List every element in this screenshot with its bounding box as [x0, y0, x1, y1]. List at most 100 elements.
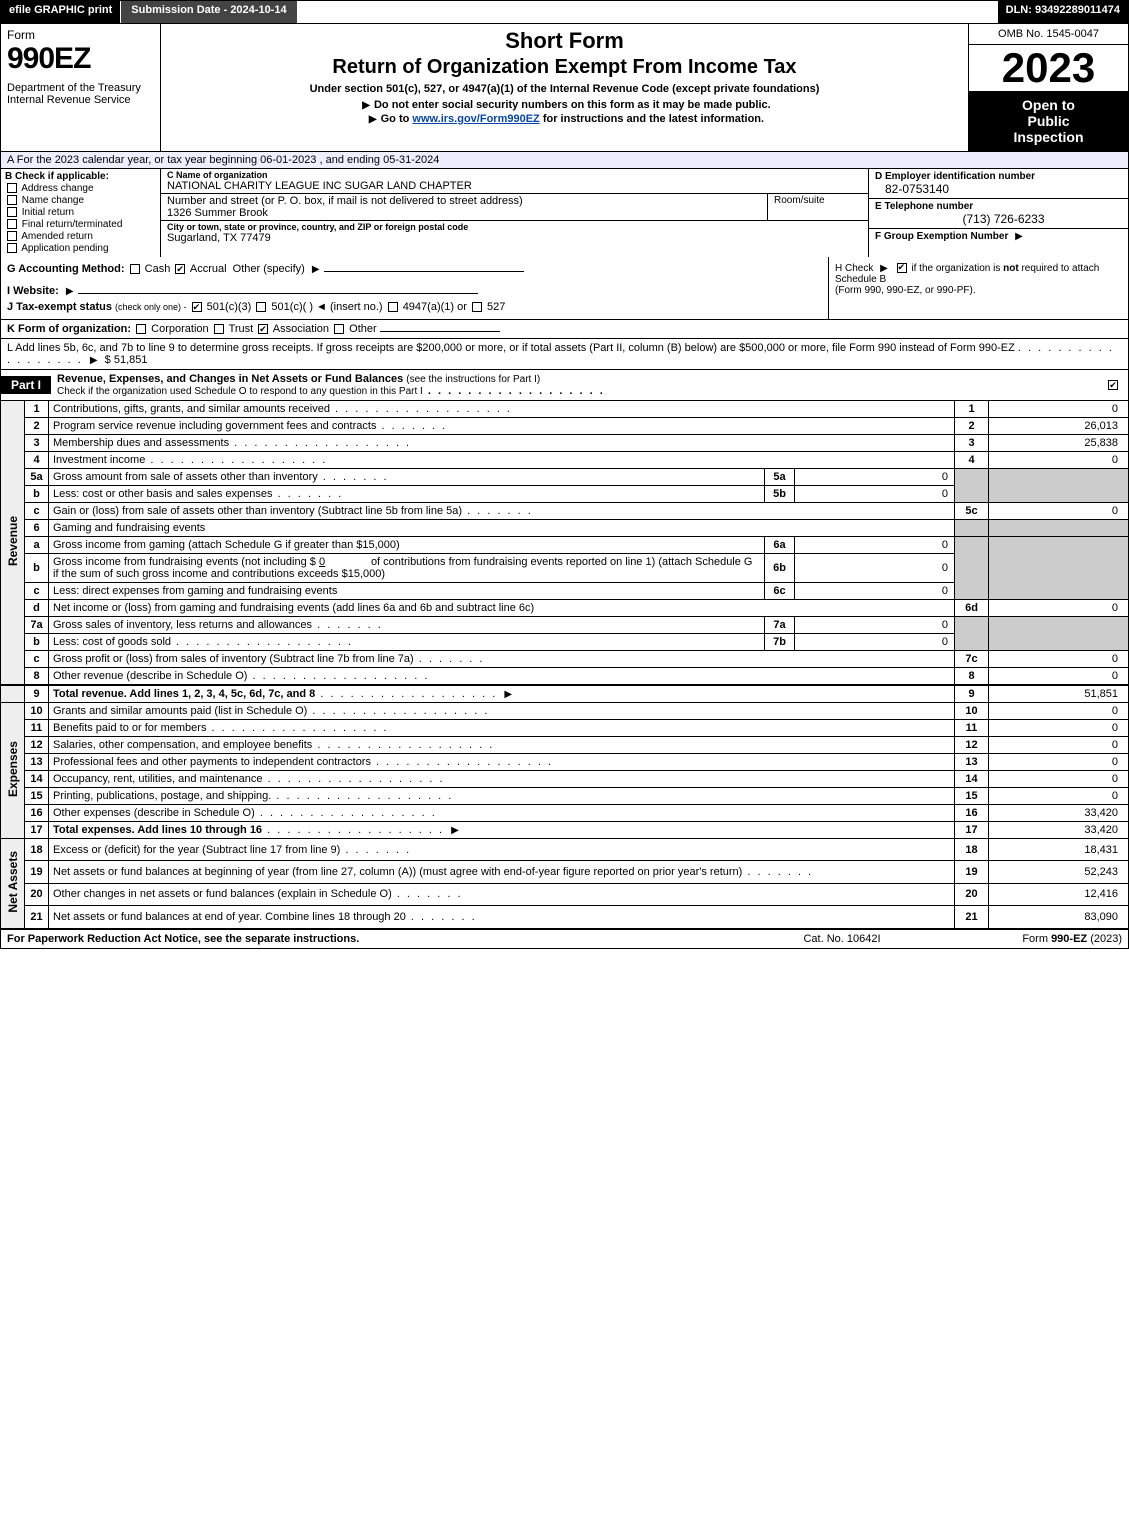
opt-501c: 501(c)( )	[271, 301, 313, 313]
ln5ab-shade	[955, 469, 989, 503]
ln11-box: 11	[955, 720, 989, 737]
ln6a-subno: 6a	[765, 537, 795, 554]
side-netassets: Net Assets	[1, 839, 25, 929]
ln17-num: 17	[25, 822, 49, 839]
ln5c-num: c	[25, 503, 49, 520]
ln17-box: 17	[955, 822, 989, 839]
chk-4947[interactable]	[388, 302, 398, 312]
chk-cash[interactable]	[130, 264, 140, 274]
chk-amended-return[interactable]: Amended return	[5, 231, 156, 242]
section-l-text: L Add lines 5b, 6c, and 7b to line 9 to …	[7, 342, 1015, 354]
ln2-desc: Program service revenue including govern…	[49, 418, 955, 435]
ln7b-subno: 7b	[765, 634, 795, 651]
chk-application-pending[interactable]: Application pending	[5, 243, 156, 254]
opt-4947: 4947(a)(1) or	[403, 301, 467, 313]
ln14-val: 0	[989, 771, 1129, 788]
city-label: City or town, state or province, country…	[167, 222, 862, 232]
irs-label: Internal Revenue Service	[7, 94, 154, 106]
ln6b-amt: 0	[319, 556, 325, 568]
efile-label[interactable]: efile GRAPHIC print	[1, 1, 120, 23]
insert-no: (insert no.)	[330, 301, 383, 313]
chk-other-org[interactable]	[334, 324, 344, 334]
accrual-label: Accrual	[190, 263, 227, 275]
gross-receipts-amount: $ 51,851	[105, 354, 148, 366]
ln4-box: 4	[955, 452, 989, 469]
side-expenses: Expenses	[1, 703, 25, 839]
part1-badge: Part I	[1, 376, 51, 394]
ln18-val: 18,431	[989, 839, 1129, 861]
chk-501c3[interactable]	[192, 302, 202, 312]
chk-accrual[interactable]	[175, 264, 185, 274]
open-line2: Public	[973, 113, 1124, 129]
room-suite-label: Room/suite	[768, 194, 868, 220]
ln12-desc: Salaries, other compensation, and employ…	[49, 737, 955, 754]
h-text1: H Check	[835, 263, 876, 274]
ln5c-val: 0	[989, 503, 1129, 520]
ln20-num: 20	[25, 883, 49, 905]
chk-schedule-b-not-required[interactable]	[897, 263, 907, 273]
ln6abc-shade	[955, 537, 989, 600]
opt-501c3: 501(c)(3)	[207, 301, 252, 313]
chk-name-change[interactable]: Name change	[5, 195, 156, 206]
ln6b-desc: Gross income from fundraising events (no…	[49, 554, 765, 583]
opt-assoc: Association	[273, 323, 329, 335]
form-header: Form 990EZ Department of the Treasury In…	[0, 24, 1129, 152]
goto-pre: Go to	[381, 113, 413, 125]
ln12-val: 0	[989, 737, 1129, 754]
ln13-box: 13	[955, 754, 989, 771]
ln3-desc: Membership dues and assessments	[49, 435, 955, 452]
ln5c-desc: Gain or (loss) from sale of assets other…	[49, 503, 955, 520]
ln21-val: 83,090	[989, 906, 1129, 928]
ln18-desc: Excess or (deficit) for the year (Subtra…	[49, 839, 955, 861]
chk-address-change[interactable]: Address change	[5, 183, 156, 194]
chk-527[interactable]	[472, 302, 482, 312]
paperwork-notice: For Paperwork Reduction Act Notice, see …	[7, 933, 742, 945]
ln6d-val: 0	[989, 600, 1129, 617]
ln19-val: 52,243	[989, 861, 1129, 883]
other-specify-input[interactable]	[324, 271, 524, 272]
header-right: OMB No. 1545-0047 2023 Open to Public In…	[968, 24, 1128, 151]
ln16-num: 16	[25, 805, 49, 822]
section-l: L Add lines 5b, 6c, and 7b to line 9 to …	[0, 339, 1129, 370]
website-label: I Website:	[7, 285, 59, 297]
ln11-val: 0	[989, 720, 1129, 737]
ln3-val: 25,838	[989, 435, 1129, 452]
ln5b-subval: 0	[795, 486, 955, 503]
chk-501c[interactable]	[256, 302, 266, 312]
cash-label: Cash	[145, 263, 171, 275]
ln17-val: 33,420	[989, 822, 1129, 839]
goto-line: Go to www.irs.gov/Form990EZ for instruct…	[169, 113, 960, 125]
chk-final-return[interactable]: Final return/terminated	[5, 219, 156, 230]
ln20-val: 12,416	[989, 883, 1129, 905]
chk-initial-return[interactable]: Initial return	[5, 207, 156, 218]
group-exemption-label: F Group Exemption Number	[875, 231, 1008, 242]
ln1-val: 0	[989, 401, 1129, 418]
ln9-box: 9	[955, 685, 989, 703]
ln15-num: 15	[25, 788, 49, 805]
street-value: 1326 Summer Brook	[167, 207, 761, 219]
org-name-label: C Name of organization	[167, 170, 862, 180]
ln10-desc: Grants and similar amounts paid (list in…	[49, 703, 955, 720]
chk-schedule-o-used[interactable]	[1108, 380, 1118, 390]
ln13-num: 13	[25, 754, 49, 771]
part1-header: Part I Revenue, Expenses, and Changes in…	[0, 370, 1129, 401]
part1-title: Revenue, Expenses, and Changes in Net As…	[51, 370, 1098, 400]
section-k: K Form of organization: Corporation Trus…	[0, 320, 1129, 339]
ln20-desc: Other changes in net assets or fund bala…	[49, 883, 955, 905]
section-a-taxyear: A For the 2023 calendar year, or tax yea…	[0, 152, 1129, 169]
part1-table: Revenue 1 Contributions, gifts, grants, …	[0, 401, 1129, 929]
header-left: Form 990EZ Department of the Treasury In…	[1, 24, 161, 151]
ln19-desc: Net assets or fund balances at beginning…	[49, 861, 955, 883]
chk-trust[interactable]	[214, 324, 224, 334]
other-org-input[interactable]	[380, 331, 500, 332]
return-title: Return of Organization Exempt From Incom…	[169, 56, 960, 79]
chk-association[interactable]	[258, 324, 268, 334]
ln2-val: 26,013	[989, 418, 1129, 435]
ln6b-subval: 0	[795, 554, 955, 583]
chk-corporation[interactable]	[136, 324, 146, 334]
irs-link[interactable]: www.irs.gov/Form990EZ	[412, 113, 539, 125]
side-revenue: Revenue	[1, 401, 25, 685]
ln10-val: 0	[989, 703, 1129, 720]
website-input[interactable]	[78, 293, 478, 294]
ln6a-num: a	[25, 537, 49, 554]
